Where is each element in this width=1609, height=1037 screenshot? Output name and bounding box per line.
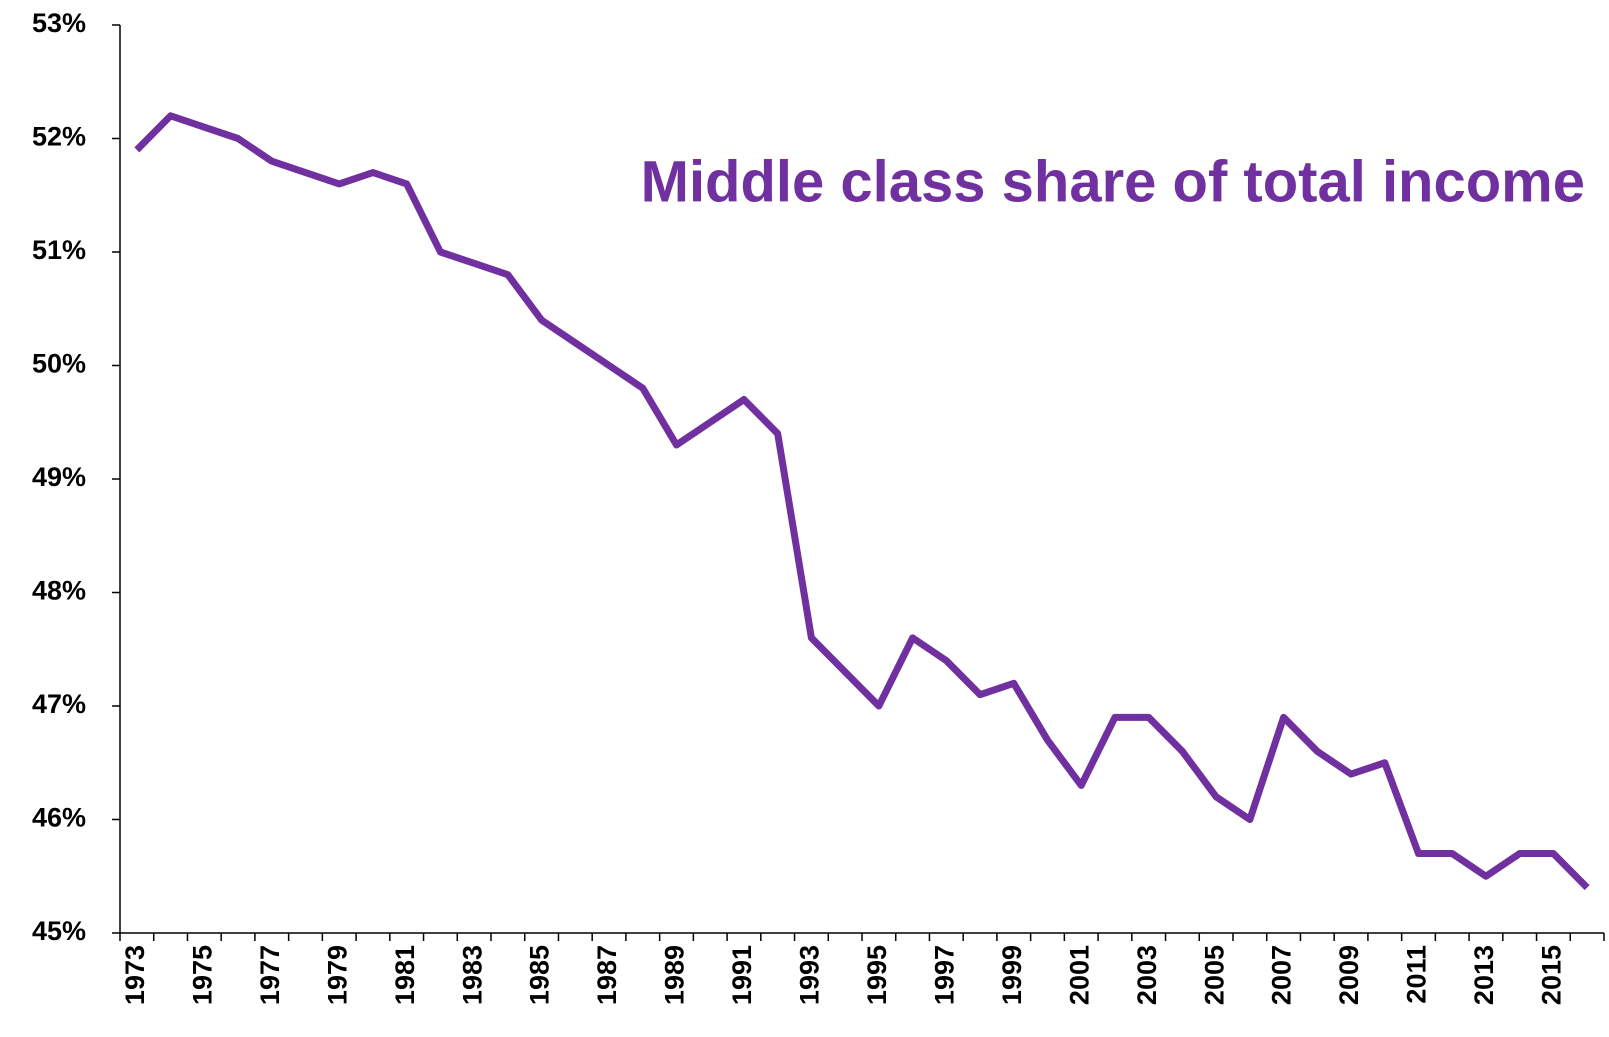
x-tick-label: 2015 <box>1537 945 1567 1005</box>
y-tick-label: 50% <box>32 349 86 379</box>
x-tick-label: 1993 <box>795 945 825 1005</box>
x-tick-label: 1985 <box>525 945 555 1005</box>
x-tick-label: 1973 <box>120 945 150 1005</box>
x-tick-label: 1987 <box>592 945 622 1005</box>
y-tick-label: 52% <box>32 122 86 152</box>
data-line <box>134 112 1590 891</box>
chart-title: Middle class share of total income <box>641 149 1585 214</box>
x-tick-label: 1995 <box>862 945 892 1005</box>
y-tick-label: 45% <box>32 916 86 946</box>
x-tick-label: 2009 <box>1334 945 1364 1005</box>
y-tick-label: 51% <box>32 235 86 265</box>
x-tick-label: 1999 <box>997 945 1027 1005</box>
y-tick-label: 47% <box>32 689 86 719</box>
x-tick-label: 1983 <box>457 945 487 1005</box>
x-tick-label: 1981 <box>390 945 420 1005</box>
x-tick-label: 1977 <box>255 945 285 1005</box>
x-tick-label: 2001 <box>1064 945 1094 1005</box>
x-tick-label: 1989 <box>660 945 690 1005</box>
x-tick-label: 2003 <box>1132 945 1162 1005</box>
x-tick-label: 2007 <box>1267 945 1297 1005</box>
x-tick-label: 2005 <box>1199 945 1229 1005</box>
x-tick-label: 2011 <box>1402 945 1432 1004</box>
y-tick-label: 48% <box>32 576 86 606</box>
x-tick-label: 1979 <box>322 945 352 1005</box>
x-tick-label: 1991 <box>727 945 757 1005</box>
x-tick-label: 1997 <box>929 945 959 1005</box>
x-tick-label: 1975 <box>187 945 217 1005</box>
x-tick-label: 2013 <box>1469 945 1499 1005</box>
y-tick-label: 46% <box>32 803 86 833</box>
y-tick-label: 53% <box>32 8 86 38</box>
y-tick-label: 49% <box>32 462 86 492</box>
